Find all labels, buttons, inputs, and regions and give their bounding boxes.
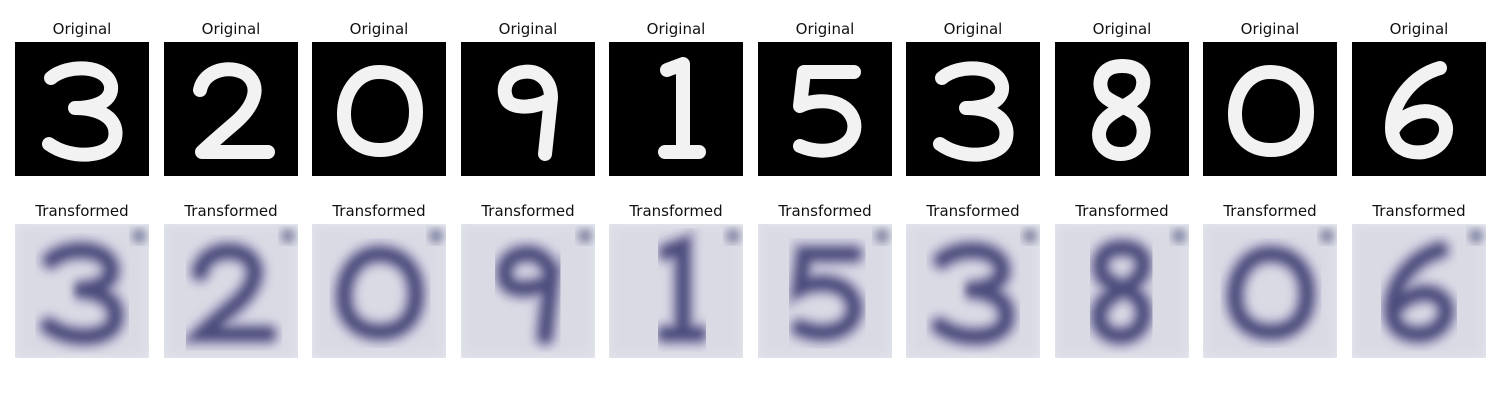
original-digit-image [1203,42,1337,176]
panel-title: Transformed [481,202,575,220]
transformed-digit-image [312,224,446,358]
transformed-digit-image [906,224,1040,358]
panel-title: Transformed [35,202,129,220]
original-digit-image [1352,42,1486,176]
panel-title: Transformed [778,202,872,220]
panel-title: Transformed [1372,202,1466,220]
transformed-digit-image [609,224,743,358]
panel-title: Original [1240,20,1300,38]
original-digit-image [758,42,892,176]
original-digit-image [906,42,1040,176]
panel-title: Original [498,20,558,38]
panel-title: Original [201,20,261,38]
original-digit-image [164,42,298,176]
original-digit-image [312,42,446,176]
original-digit-image [461,42,595,176]
panel-title: Original [646,20,706,38]
panel-title: Transformed [926,202,1020,220]
transformed-digit-image [1203,224,1337,358]
original-digit-image [609,42,743,176]
panel-title: Original [795,20,855,38]
transformed-digit-image [164,224,298,358]
transformed-digit-image [758,224,892,358]
panel-title: Transformed [332,202,426,220]
panel-title: Transformed [629,202,723,220]
original-digit-image [1055,42,1189,176]
panel-title: Original [349,20,409,38]
transformed-digit-image [1352,224,1486,358]
panel-title: Transformed [1223,202,1317,220]
panel-title: Original [943,20,1003,38]
panel-title: Transformed [184,202,278,220]
transformed-digit-image [15,224,149,358]
panel-title: Original [1092,20,1152,38]
transformed-digit-image [461,224,595,358]
original-digit-image [15,42,149,176]
transformed-digit-image [1055,224,1189,358]
panel-title: Original [1389,20,1449,38]
panel-title: Transformed [1075,202,1169,220]
panel-title: Original [52,20,112,38]
